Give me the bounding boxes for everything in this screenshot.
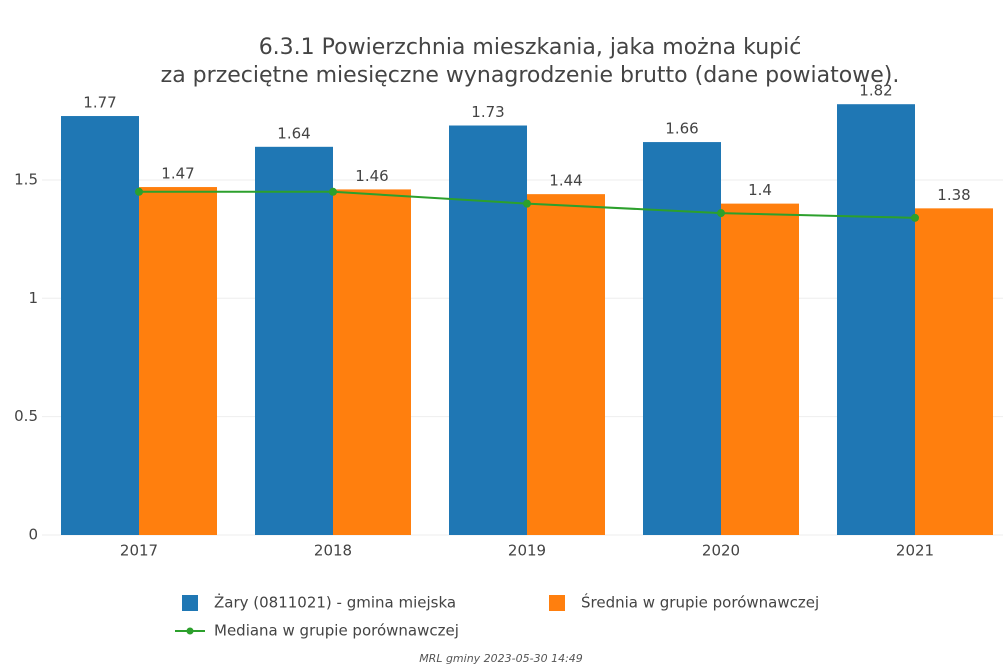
chart-title: za przeciętne miesięczne wynagrodzenie b… — [161, 63, 900, 88]
y-tick-label: 1 — [28, 289, 38, 307]
x-tick-label: 2021 — [896, 542, 934, 560]
line-point — [329, 187, 337, 196]
bar — [61, 116, 139, 535]
line-point — [911, 213, 919, 222]
legend-swatch — [549, 595, 565, 611]
data-label: 1.38 — [937, 186, 970, 204]
bar — [643, 142, 721, 535]
bar — [139, 187, 217, 536]
data-label: 1.82 — [859, 82, 892, 100]
data-label: 1.4 — [748, 181, 772, 199]
data-label: 1.77 — [83, 94, 116, 112]
bar — [333, 189, 411, 535]
y-tick-label: 0.5 — [14, 407, 38, 425]
data-label: 1.64 — [277, 124, 310, 142]
data-label: 1.73 — [471, 103, 504, 121]
y-tick-label: 1.5 — [14, 170, 38, 188]
line-point — [135, 187, 143, 196]
legend-swatch — [186, 627, 194, 635]
x-tick-label: 2020 — [702, 542, 740, 560]
bar — [721, 203, 799, 536]
legend-label: Mediana w grupie porównawczej — [214, 622, 459, 640]
bar — [255, 146, 333, 535]
data-label: 1.44 — [549, 172, 582, 190]
line-point — [523, 199, 531, 208]
footer: MRL gminy 2023-05-30 14:49 — [419, 652, 583, 665]
x-tick-label: 2019 — [508, 542, 546, 560]
bar — [449, 125, 527, 536]
bar — [915, 208, 993, 535]
legend-label: Średnia w grupie porównawczej — [581, 593, 819, 612]
data-label: 1.66 — [665, 120, 698, 138]
line-point — [717, 209, 725, 218]
x-tick-label: 2017 — [120, 542, 158, 560]
x-tick-label: 2018 — [314, 542, 352, 560]
chart-title: 6.3.1 Powierzchnia mieszkania, jaka możn… — [259, 35, 802, 60]
legend-swatch — [182, 595, 198, 611]
y-tick-label: 0 — [28, 526, 38, 544]
data-label: 1.46 — [355, 167, 388, 185]
legend-label: Żary (0811021) - gmina miejska — [214, 593, 456, 612]
data-label: 1.47 — [161, 165, 194, 183]
bar — [527, 194, 605, 536]
bar — [837, 104, 915, 536]
